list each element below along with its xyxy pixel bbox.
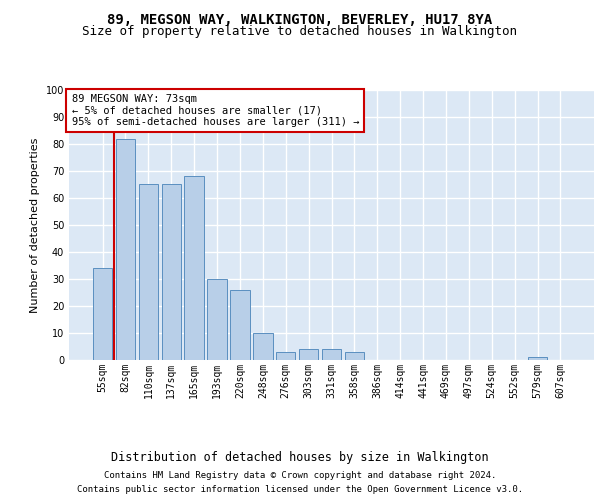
Bar — [528, 358, 547, 360]
Bar — [184, 176, 204, 360]
Bar — [276, 352, 295, 360]
Bar — [116, 138, 135, 360]
Y-axis label: Number of detached properties: Number of detached properties — [30, 138, 40, 312]
Text: 89, MEGSON WAY, WALKINGTON, BEVERLEY, HU17 8YA: 89, MEGSON WAY, WALKINGTON, BEVERLEY, HU… — [107, 12, 493, 26]
Bar — [230, 290, 250, 360]
Text: Contains HM Land Registry data © Crown copyright and database right 2024.: Contains HM Land Registry data © Crown c… — [104, 472, 496, 480]
Bar — [344, 352, 364, 360]
Text: Size of property relative to detached houses in Walkington: Size of property relative to detached ho… — [83, 25, 517, 38]
Text: Contains public sector information licensed under the Open Government Licence v3: Contains public sector information licen… — [77, 484, 523, 494]
Bar — [161, 184, 181, 360]
Text: 89 MEGSON WAY: 73sqm
← 5% of detached houses are smaller (17)
95% of semi-detach: 89 MEGSON WAY: 73sqm ← 5% of detached ho… — [71, 94, 359, 127]
Bar — [139, 184, 158, 360]
Bar — [299, 349, 319, 360]
Text: Distribution of detached houses by size in Walkington: Distribution of detached houses by size … — [111, 451, 489, 464]
Bar — [322, 349, 341, 360]
Bar — [93, 268, 112, 360]
Bar — [253, 333, 272, 360]
Bar — [208, 279, 227, 360]
